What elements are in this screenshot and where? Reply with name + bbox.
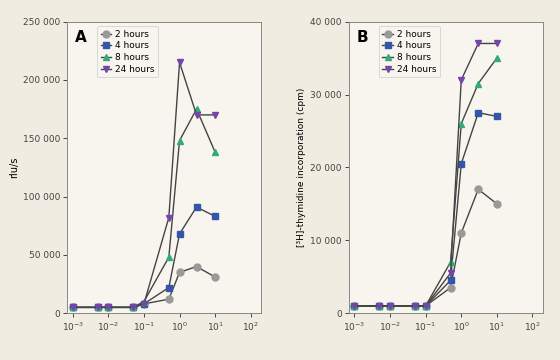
4 hours	[376, 304, 382, 308]
8 hours	[458, 121, 465, 126]
2 hours	[212, 275, 218, 279]
8 hours	[212, 150, 218, 154]
Y-axis label: [³H]-thymidine incorporation (cpm): [³H]-thymidine incorporation (cpm)	[297, 88, 306, 247]
24 hours	[458, 78, 465, 82]
2 hours	[176, 270, 183, 275]
8 hours	[193, 107, 200, 111]
4 hours	[422, 304, 429, 308]
Y-axis label: rlu/s: rlu/s	[9, 157, 18, 178]
24 hours	[376, 304, 382, 308]
8 hours	[94, 305, 101, 310]
2 hours	[193, 264, 200, 269]
8 hours	[447, 260, 454, 264]
8 hours	[475, 81, 482, 86]
Line: 24 hours: 24 hours	[351, 40, 500, 309]
24 hours	[193, 113, 200, 117]
Line: 4 hours: 4 hours	[69, 204, 218, 311]
24 hours	[130, 305, 137, 310]
8 hours	[105, 305, 111, 310]
24 hours	[176, 60, 183, 64]
2 hours	[387, 304, 394, 308]
4 hours	[130, 305, 137, 310]
4 hours	[165, 285, 172, 290]
4 hours	[493, 114, 500, 118]
2 hours	[165, 297, 172, 301]
2 hours	[69, 305, 76, 310]
4 hours	[475, 111, 482, 115]
8 hours	[493, 56, 500, 60]
4 hours	[69, 305, 76, 310]
8 hours	[387, 304, 394, 308]
2 hours	[105, 305, 111, 310]
8 hours	[69, 305, 76, 310]
24 hours	[105, 305, 111, 310]
24 hours	[141, 302, 147, 306]
4 hours	[447, 278, 454, 283]
2 hours	[130, 305, 137, 310]
4 hours	[387, 304, 394, 308]
4 hours	[193, 205, 200, 209]
8 hours	[351, 304, 358, 308]
24 hours	[69, 305, 76, 310]
4 hours	[176, 232, 183, 236]
4 hours	[105, 305, 111, 310]
24 hours	[351, 304, 358, 308]
2 hours	[351, 304, 358, 308]
2 hours	[94, 305, 101, 310]
24 hours	[412, 304, 418, 308]
2 hours	[141, 302, 147, 306]
24 hours	[447, 271, 454, 275]
Line: 8 hours: 8 hours	[69, 105, 218, 311]
2 hours	[447, 285, 454, 290]
Text: A: A	[75, 30, 87, 45]
2 hours	[475, 187, 482, 192]
8 hours	[376, 304, 382, 308]
Text: B: B	[357, 30, 368, 45]
2 hours	[458, 231, 465, 235]
Legend: 2 hours, 4 hours, 8 hours, 24 hours: 2 hours, 4 hours, 8 hours, 24 hours	[379, 26, 440, 77]
4 hours	[458, 162, 465, 166]
8 hours	[176, 138, 183, 143]
2 hours	[493, 202, 500, 206]
8 hours	[165, 255, 172, 259]
24 hours	[422, 304, 429, 308]
24 hours	[493, 41, 500, 46]
Line: 2 hours: 2 hours	[351, 186, 500, 309]
24 hours	[387, 304, 394, 308]
2 hours	[412, 304, 418, 308]
Line: 24 hours: 24 hours	[69, 59, 218, 311]
24 hours	[94, 305, 101, 310]
2 hours	[376, 304, 382, 308]
24 hours	[165, 215, 172, 220]
4 hours	[351, 304, 358, 308]
Line: 8 hours: 8 hours	[351, 55, 500, 309]
4 hours	[141, 302, 147, 306]
4 hours	[212, 214, 218, 219]
8 hours	[412, 304, 418, 308]
Legend: 2 hours, 4 hours, 8 hours, 24 hours: 2 hours, 4 hours, 8 hours, 24 hours	[97, 26, 158, 77]
Line: 2 hours: 2 hours	[69, 263, 218, 311]
8 hours	[422, 304, 429, 308]
2 hours	[422, 304, 429, 308]
4 hours	[94, 305, 101, 310]
8 hours	[130, 305, 137, 310]
4 hours	[412, 304, 418, 308]
8 hours	[141, 300, 147, 304]
Line: 4 hours: 4 hours	[351, 109, 500, 309]
24 hours	[212, 113, 218, 117]
24 hours	[475, 41, 482, 46]
